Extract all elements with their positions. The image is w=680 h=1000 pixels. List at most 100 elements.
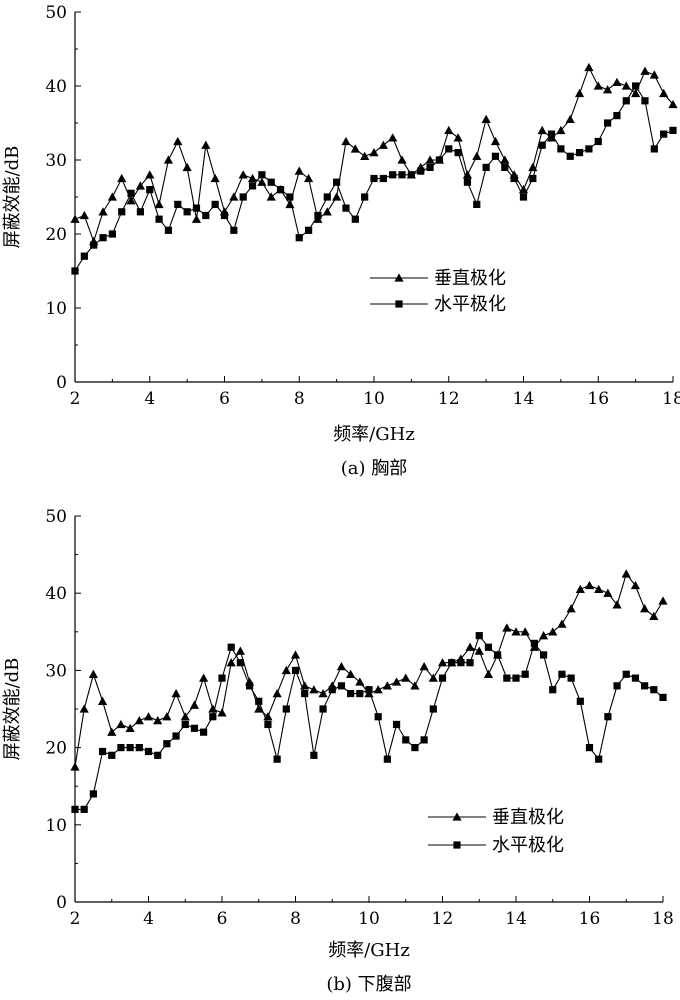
- data-point: [603, 119, 612, 127]
- data-point: [482, 163, 490, 171]
- data-point: [342, 204, 350, 212]
- y-tick-label: 20: [45, 225, 67, 245]
- data-point: [356, 689, 364, 698]
- y-tick-label: 0: [56, 893, 67, 913]
- data-point: [322, 207, 332, 216]
- data-point: [304, 226, 313, 234]
- data-point: [257, 177, 267, 186]
- data-point: [511, 627, 521, 636]
- data-point: [649, 611, 659, 621]
- data-point: [235, 646, 245, 655]
- data-point: [255, 697, 263, 705]
- x-tick-label: 18: [652, 909, 674, 929]
- x-tick-label: 12: [432, 909, 454, 929]
- data-point: [453, 133, 463, 142]
- data-point: [585, 744, 594, 752]
- data-point: [227, 643, 235, 651]
- data-point: [370, 174, 378, 183]
- data-point: [108, 230, 116, 238]
- data-point: [266, 192, 276, 201]
- data-point: [457, 659, 465, 667]
- legend-marker: [453, 841, 461, 849]
- data-point: [538, 141, 546, 149]
- data-point: [90, 241, 98, 249]
- data-point: [245, 682, 254, 690]
- x-tick-label: 16: [587, 389, 609, 409]
- data-point: [437, 658, 448, 667]
- data-point: [474, 646, 484, 655]
- x-tick-label: 6: [219, 389, 230, 409]
- data-point: [640, 66, 650, 75]
- data-point: [557, 145, 565, 153]
- data-point: [135, 744, 143, 752]
- data-point: [155, 215, 163, 223]
- data-point: [398, 171, 406, 179]
- data-point: [548, 627, 558, 636]
- data-point: [521, 670, 529, 678]
- legend-label: 水平极化: [434, 294, 506, 315]
- data-point: [107, 727, 117, 736]
- x-tick-label: 10: [358, 909, 380, 929]
- y-tick-label: 30: [45, 151, 67, 171]
- data-point: [518, 185, 529, 194]
- data-point: [71, 267, 79, 275]
- data-point: [537, 125, 547, 135]
- legend-marker: [452, 812, 462, 821]
- data-point: [127, 189, 135, 197]
- data-point: [612, 600, 622, 609]
- data-point: [411, 744, 419, 752]
- data-point: [272, 688, 282, 698]
- data-point: [202, 211, 210, 220]
- data-point: [631, 88, 641, 98]
- data-point: [98, 747, 107, 756]
- data-point: [144, 747, 153, 756]
- data-point: [621, 81, 631, 90]
- y-tick-label: 40: [45, 77, 67, 97]
- data-point: [229, 192, 239, 201]
- data-point: [174, 200, 182, 208]
- x-tick-label: 12: [438, 389, 460, 409]
- data-point: [374, 713, 382, 721]
- data-point: [649, 70, 659, 79]
- data-point: [267, 178, 275, 186]
- data-point: [640, 604, 650, 613]
- data-point: [117, 744, 125, 752]
- data-point: [660, 130, 668, 138]
- data-point: [445, 145, 453, 153]
- x-tick-label: 14: [505, 909, 527, 929]
- data-point: [417, 167, 425, 175]
- data-point: [341, 136, 351, 146]
- data-point: [631, 674, 640, 682]
- y-tick-label: 50: [45, 3, 67, 23]
- data-point: [575, 149, 584, 157]
- data-point: [116, 719, 126, 729]
- data-point: [146, 186, 154, 194]
- data-point: [135, 181, 146, 190]
- figure-caption: (a) 胸部: [341, 458, 408, 479]
- data-point: [346, 669, 356, 678]
- data-point: [481, 114, 491, 123]
- data-point: [641, 682, 649, 690]
- data-point: [501, 163, 509, 171]
- data-point: [435, 156, 444, 164]
- data-point: [529, 174, 537, 183]
- data-point: [502, 623, 512, 632]
- data-point: [454, 149, 462, 157]
- data-point: [350, 144, 360, 153]
- data-point: [448, 659, 456, 667]
- data-point: [595, 755, 603, 763]
- data-point: [273, 755, 281, 763]
- data-point: [264, 720, 272, 729]
- x-tick-label: 14: [513, 389, 535, 409]
- data-point: [118, 208, 126, 216]
- data-point: [444, 125, 454, 135]
- data-point: [602, 85, 613, 94]
- data-point: [286, 193, 294, 201]
- data-point: [70, 214, 80, 223]
- data-point: [126, 744, 134, 752]
- data-point: [585, 145, 593, 153]
- data-point: [383, 755, 391, 763]
- data-point: [575, 584, 585, 594]
- x-tick-label: 16: [579, 909, 601, 929]
